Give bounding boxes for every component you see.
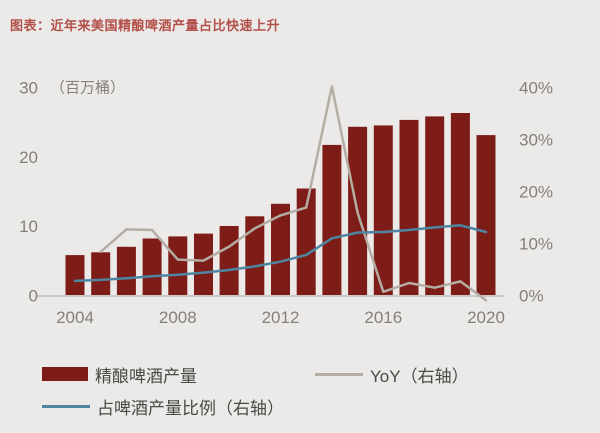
- bar-swatch: [42, 367, 88, 381]
- left-axis-tick-10: 10: [19, 217, 38, 236]
- bar-2013: [296, 188, 316, 296]
- legend-item-production: 精酿啤酒产量: [42, 361, 197, 387]
- bar-2020: [476, 135, 496, 296]
- legend-item-yoy: YoY（右轴）: [315, 361, 469, 387]
- bar-2011: [245, 216, 265, 296]
- left-axis-tick-20: 20: [19, 148, 38, 167]
- yoy-line: [99, 85, 488, 302]
- bar-2006: [116, 246, 136, 296]
- yoy-line-swatch: [315, 372, 363, 376]
- share-line-swatch: [42, 404, 90, 408]
- right-axis-tick-30: 30%: [519, 131, 553, 150]
- right-axis-tick-0: 0%: [519, 287, 544, 306]
- bar-2005: [91, 252, 111, 296]
- bar-2019: [450, 113, 470, 296]
- legend-label-share: 占啤酒产量比例（右轴）: [97, 398, 284, 418]
- bar-2016: [373, 125, 393, 297]
- bar-2017: [399, 119, 419, 297]
- right-axis-tick-40: 40%: [519, 79, 553, 98]
- legend-label-production: 精酿啤酒产量: [95, 366, 197, 386]
- bar-2008: [168, 236, 188, 296]
- x-axis-tick-2012: 2012: [262, 308, 300, 327]
- bar-2012: [271, 203, 290, 296]
- right-axis-tick-20: 20%: [519, 183, 553, 202]
- left-axis-tick-0: 0: [29, 287, 38, 306]
- x-axis-tick-2016: 2016: [364, 308, 402, 327]
- share-line: [73, 224, 488, 283]
- legend-item-share: 占啤酒产量比例（右轴）: [42, 393, 284, 419]
- bar-2004: [65, 255, 85, 296]
- combo-chart: 0 10 20 30 （百万桶） 0% 10% 20% 30% 40% 2004 2008 2012 20…: [19, 79, 553, 328]
- left-axis-tick-30: 30: [19, 79, 38, 98]
- bar-2018: [425, 116, 445, 297]
- bar-2009: [194, 233, 213, 296]
- x-axis-tick-2008: 2008: [159, 308, 197, 327]
- left-axis-unit-label: （百万桶）: [50, 80, 125, 97]
- right-axis-tick-10: 10%: [519, 235, 553, 254]
- legend-label-yoy: YoY（右轴）: [370, 366, 469, 386]
- x-axis-tick-2020: 2020: [467, 308, 505, 327]
- bar-2010: [219, 226, 239, 296]
- bar-2014: [322, 144, 342, 296]
- x-axis-tick-2004: 2004: [56, 308, 94, 327]
- chart-title: 图表：近年来美国精酿啤酒产量占比快速上升: [10, 18, 281, 33]
- bar-2007: [142, 238, 162, 296]
